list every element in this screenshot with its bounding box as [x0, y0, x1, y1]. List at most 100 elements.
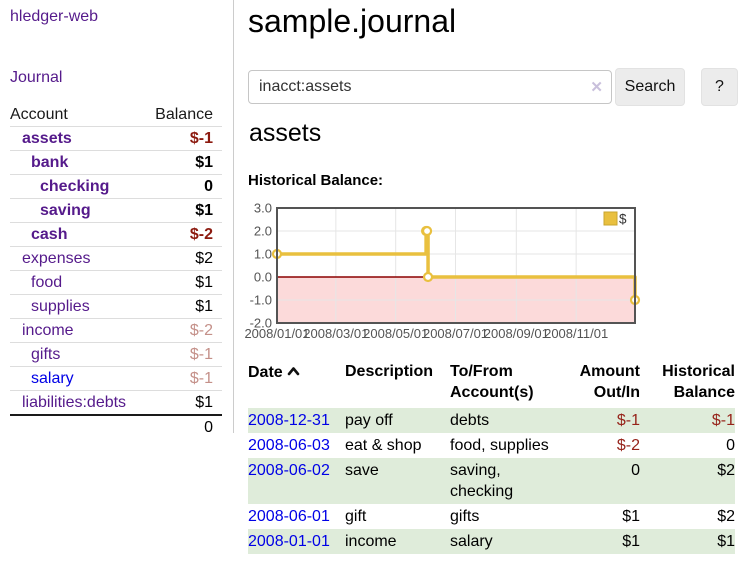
app-title-link[interactable]: hledger-web: [10, 8, 99, 25]
sidebar-account-name-cell: food: [10, 271, 145, 295]
transaction-date-link[interactable]: 2008-01-01: [248, 533, 330, 550]
sidebar-account-balance: $1: [195, 298, 213, 315]
transaction-date-link[interactable]: 2008-06-01: [248, 508, 330, 525]
balance-column-header: Balance: [155, 106, 213, 123]
sidebar-account-row: gifts $-1: [10, 342, 222, 367]
register-description-cell: pay off: [345, 412, 393, 429]
search-form: ✕ Search ?: [248, 68, 738, 106]
sidebar-account-link-expenses[interactable]: expenses: [22, 250, 91, 267]
sidebar-account-link-bank[interactable]: bank: [31, 154, 69, 171]
y-tick-label: 3.0: [254, 202, 272, 216]
register-accounts-cell: salary: [450, 533, 493, 550]
register-header-row: Date Description To/From Account(s) Amou…: [248, 361, 735, 408]
register-amount-cell: 0: [631, 462, 640, 479]
sidebar-account-balance: $-2: [189, 226, 213, 243]
sidebar-account-balance: $1: [195, 202, 213, 219]
register-date-cell: 2008-06-01: [248, 504, 345, 529]
sidebar-account-name-cell: assets: [10, 127, 145, 151]
sidebar-account-link-gifts[interactable]: gifts: [31, 346, 61, 363]
y-tick-label: -2.0: [250, 316, 272, 331]
sidebar-account-name-cell: expenses: [10, 247, 145, 271]
y-tick-label: 1.0: [254, 247, 272, 262]
register-accounts-cell: gifts: [450, 508, 480, 525]
sidebar-account-row: saving $1: [10, 198, 222, 223]
y-tick-label: 2.0: [254, 224, 272, 239]
search-button[interactable]: Search: [615, 68, 685, 106]
date-header-label: Date: [248, 364, 283, 381]
x-tick-label: 2008/07/01: [423, 326, 488, 341]
plot-border: [276, 207, 636, 324]
account-column-header: Account: [10, 106, 68, 123]
register-balance-cell: 0: [726, 437, 735, 454]
sidebar-account-row: cash $-2: [10, 222, 222, 247]
sidebar-account-balance: $1: [195, 274, 213, 291]
register-row: 2008-12-31 pay off debts $-1 $-1: [248, 408, 735, 433]
transaction-date-link[interactable]: 2008-06-02: [248, 462, 330, 479]
register-row: 2008-01-01 income salary $1 $1: [248, 529, 735, 554]
register-row: 2008-06-02 save saving, checking 0 $2: [248, 458, 735, 504]
sidebar-accounts-table: Account Balance assets $-1 bank $1 checking 0…: [10, 103, 222, 439]
register-table: Date Description To/From Account(s) Amou…: [248, 361, 735, 554]
register-row: 2008-06-03 eat & shop food, supplies $-2 0: [248, 433, 735, 458]
sidebar-account-row: checking 0: [10, 174, 222, 199]
sidebar-account-link-food[interactable]: food: [31, 274, 63, 291]
register-accounts-cell: food, supplies: [450, 437, 549, 454]
x-tick-label: 2008/05/01: [363, 326, 428, 341]
sidebar-account-row: food $1: [10, 270, 222, 295]
sidebar-account-link-saving[interactable]: saving: [40, 202, 91, 219]
help-button[interactable]: ?: [701, 68, 738, 106]
clear-search-icon[interactable]: ✕: [590, 79, 603, 96]
sidebar-account-link-checking[interactable]: checking: [40, 178, 110, 195]
register-date-cell: 2008-01-01: [248, 529, 345, 554]
sidebar-account-link-income[interactable]: income: [22, 322, 74, 339]
register-balance-cell: $2: [717, 462, 735, 479]
sidebar-account-balance: $2: [195, 250, 213, 267]
register-balance-cell: $-1: [711, 412, 735, 429]
date-column-header[interactable]: Date: [248, 361, 345, 408]
sidebar-account-link-liabilities-debts[interactable]: liabilities:debts: [22, 394, 127, 411]
sidebar-account-link-salary[interactable]: salary: [31, 370, 74, 387]
register-balance-cell: $1: [717, 533, 735, 550]
data-point-marker: [422, 271, 434, 283]
sidebar-account-name-cell: income: [10, 319, 145, 343]
register-accounts-cell: saving, checking: [450, 462, 514, 500]
register-accounts-cell: debts: [450, 412, 490, 429]
legend-label: $: [619, 212, 627, 227]
sidebar-account-link-supplies[interactable]: supplies: [31, 298, 90, 315]
transaction-date-link[interactable]: 2008-06-03: [248, 437, 330, 454]
sidebar-account-balance: $1: [195, 394, 213, 411]
sidebar-accounts-body: assets $-1 bank $1 checking 0 saving $1 cash $-2 e…: [10, 126, 222, 440]
register-row: 2008-06-01 gift gifts $1 $2: [248, 504, 735, 529]
sidebar-account-name-cell: liabilities:debts: [10, 391, 145, 416]
sidebar-account-row: liabilities:debts $1: [10, 390, 222, 416]
sidebar-account-name-cell: bank: [10, 151, 145, 175]
page-title: sample.journal: [248, 3, 457, 39]
transaction-date-link[interactable]: 2008-12-31: [248, 412, 330, 429]
current-account-heading: assets: [249, 119, 322, 147]
x-tick-label: 2008/01/01: [244, 326, 309, 341]
register-date-cell: 2008-06-02: [248, 458, 345, 504]
sidebar-account-name-cell: supplies: [10, 295, 145, 319]
sidebar-account-row: assets $-1: [10, 126, 222, 151]
y-tick-label: 0.0: [254, 270, 272, 285]
register-amount-cell: $1: [622, 533, 640, 550]
sort-asc-icon: [287, 361, 300, 382]
historical-balance-chart: 3.0 2.0 1.0 0.0 -1.0 -2.0 2008/01/01 2008/03/01…: [241, 201, 642, 344]
register-description-cell: eat & shop: [345, 437, 422, 454]
x-tick-label: 2008/11/01: [544, 326, 608, 341]
sidebar-account-link-assets[interactable]: assets: [22, 130, 72, 147]
sidebar-account-name-cell: saving: [10, 199, 145, 223]
sidebar-account-name-cell: salary: [10, 367, 145, 391]
sidebar-account-balance: $-2: [189, 322, 213, 339]
sidebar-item-journal[interactable]: Journal: [10, 69, 63, 86]
sidebar-account-balance: $-1: [189, 346, 213, 363]
sidebar-account-balance: $-1: [189, 370, 213, 387]
search-input[interactable]: [248, 70, 612, 104]
register-balance-cell: $2: [717, 508, 735, 525]
tofrom-column-header: To/From Account(s): [450, 363, 534, 401]
sidebar-account-link-cash[interactable]: cash: [31, 226, 68, 243]
register-description-cell: save: [345, 462, 379, 479]
sidebar-account-balance: $-1: [189, 130, 213, 147]
sidebar-total-spacer: [10, 415, 145, 439]
register-description-cell: gift: [345, 508, 367, 525]
